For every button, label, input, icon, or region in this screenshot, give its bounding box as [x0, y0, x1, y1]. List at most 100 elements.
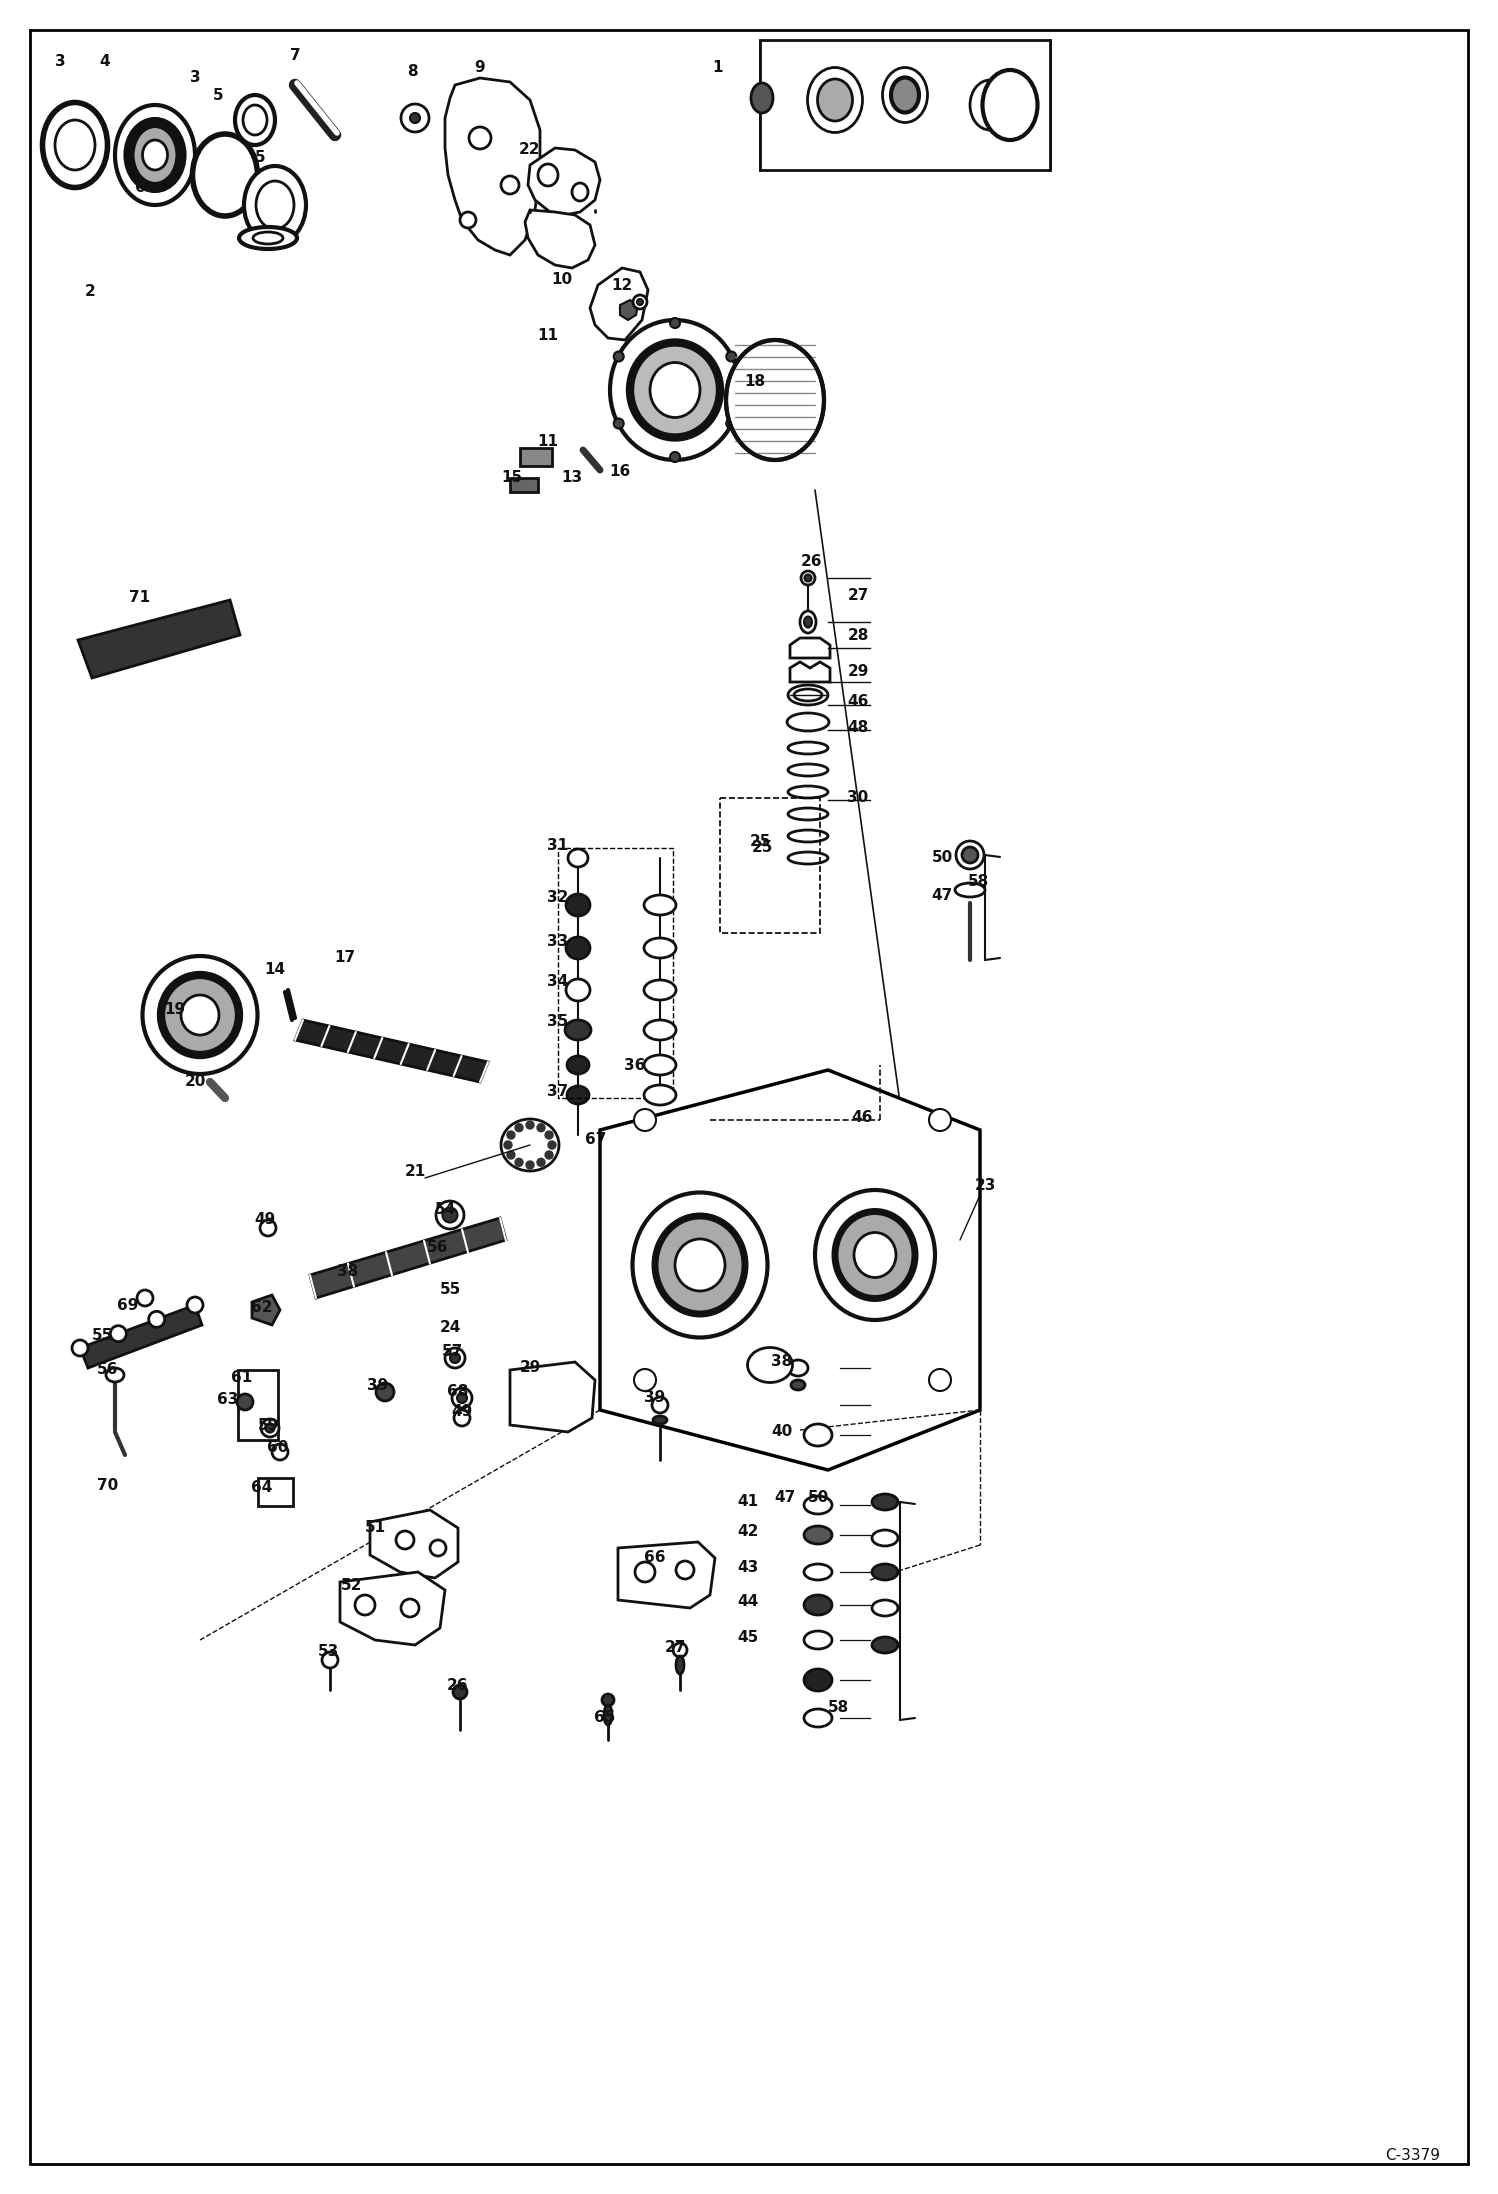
Ellipse shape — [115, 105, 195, 204]
Ellipse shape — [807, 68, 863, 132]
Text: 65: 65 — [595, 1711, 616, 1724]
Ellipse shape — [261, 1420, 279, 1437]
Ellipse shape — [854, 1233, 896, 1277]
Ellipse shape — [804, 1595, 831, 1615]
Polygon shape — [619, 1542, 715, 1608]
Text: 38: 38 — [771, 1354, 792, 1369]
Text: 3: 3 — [55, 55, 66, 70]
Ellipse shape — [634, 1108, 656, 1130]
Ellipse shape — [644, 981, 676, 1000]
Text: C-3379: C-3379 — [1386, 2148, 1440, 2163]
Ellipse shape — [545, 1152, 553, 1158]
Text: 4: 4 — [100, 55, 111, 70]
Ellipse shape — [788, 829, 828, 842]
Ellipse shape — [506, 1130, 515, 1139]
Ellipse shape — [106, 1369, 124, 1382]
Polygon shape — [590, 268, 649, 340]
Text: 13: 13 — [562, 470, 583, 485]
Ellipse shape — [786, 713, 828, 731]
Ellipse shape — [602, 1694, 614, 1707]
Text: 27: 27 — [664, 1641, 686, 1656]
Ellipse shape — [727, 340, 824, 461]
Text: 42: 42 — [737, 1525, 758, 1540]
Ellipse shape — [788, 685, 828, 704]
Ellipse shape — [631, 342, 721, 437]
Polygon shape — [527, 147, 601, 215]
Text: 8: 8 — [406, 64, 418, 79]
Bar — [721, 799, 819, 932]
Text: 50: 50 — [932, 851, 953, 864]
Ellipse shape — [676, 1240, 725, 1290]
Ellipse shape — [644, 1020, 676, 1040]
Ellipse shape — [568, 849, 589, 867]
Text: 27: 27 — [848, 588, 869, 603]
Polygon shape — [445, 79, 539, 255]
Ellipse shape — [872, 1637, 897, 1652]
Polygon shape — [340, 1571, 445, 1646]
Polygon shape — [789, 663, 830, 682]
Ellipse shape — [452, 1389, 472, 1409]
Ellipse shape — [818, 79, 852, 121]
Ellipse shape — [872, 1494, 897, 1509]
Polygon shape — [509, 1362, 595, 1433]
Text: 10: 10 — [551, 272, 572, 287]
Ellipse shape — [801, 570, 815, 586]
Ellipse shape — [148, 1312, 165, 1327]
Text: 32: 32 — [547, 891, 569, 906]
Ellipse shape — [237, 1393, 253, 1411]
Ellipse shape — [526, 1161, 533, 1169]
Ellipse shape — [788, 742, 828, 755]
Text: 53: 53 — [318, 1646, 339, 1659]
Ellipse shape — [929, 1108, 951, 1130]
Ellipse shape — [676, 1560, 694, 1580]
Text: 45: 45 — [737, 1630, 758, 1646]
Text: 47: 47 — [774, 1490, 795, 1505]
Ellipse shape — [536, 1123, 545, 1132]
Ellipse shape — [794, 689, 822, 702]
Polygon shape — [295, 1020, 488, 1082]
Text: 64: 64 — [252, 1481, 273, 1496]
Ellipse shape — [515, 1123, 523, 1132]
Text: 63: 63 — [217, 1393, 238, 1409]
Ellipse shape — [804, 1564, 831, 1580]
Text: 36: 36 — [625, 1058, 646, 1073]
Text: 38: 38 — [337, 1264, 358, 1279]
Text: 30: 30 — [848, 790, 869, 805]
Ellipse shape — [401, 1599, 419, 1617]
Ellipse shape — [566, 937, 590, 959]
Ellipse shape — [55, 121, 94, 169]
Ellipse shape — [253, 233, 283, 244]
Text: 37: 37 — [547, 1084, 569, 1099]
Polygon shape — [78, 599, 240, 678]
Ellipse shape — [644, 939, 676, 959]
Ellipse shape — [322, 1652, 339, 1667]
Ellipse shape — [452, 1685, 467, 1698]
Text: 11: 11 — [538, 434, 559, 450]
Ellipse shape — [971, 79, 1010, 129]
Ellipse shape — [457, 1393, 467, 1402]
Ellipse shape — [788, 1360, 807, 1376]
Text: 16: 16 — [610, 465, 631, 480]
Ellipse shape — [136, 1290, 153, 1305]
Ellipse shape — [750, 83, 773, 114]
Ellipse shape — [566, 893, 590, 917]
Ellipse shape — [727, 419, 737, 428]
Text: 2: 2 — [84, 285, 96, 301]
Ellipse shape — [804, 617, 812, 627]
Text: 47: 47 — [932, 889, 953, 902]
Text: 39: 39 — [367, 1378, 388, 1393]
Bar — [557, 849, 673, 1097]
Ellipse shape — [634, 1369, 656, 1391]
Ellipse shape — [395, 1531, 413, 1549]
Text: 49: 49 — [255, 1213, 276, 1226]
Ellipse shape — [449, 1354, 460, 1362]
Ellipse shape — [748, 1347, 792, 1382]
Bar — [759, 39, 1050, 169]
Text: 51: 51 — [364, 1520, 385, 1536]
Ellipse shape — [788, 785, 828, 799]
Ellipse shape — [261, 1220, 276, 1235]
Text: 58: 58 — [827, 1700, 849, 1716]
Text: 55: 55 — [91, 1327, 112, 1343]
Ellipse shape — [572, 182, 589, 202]
Bar — [238, 1369, 279, 1439]
